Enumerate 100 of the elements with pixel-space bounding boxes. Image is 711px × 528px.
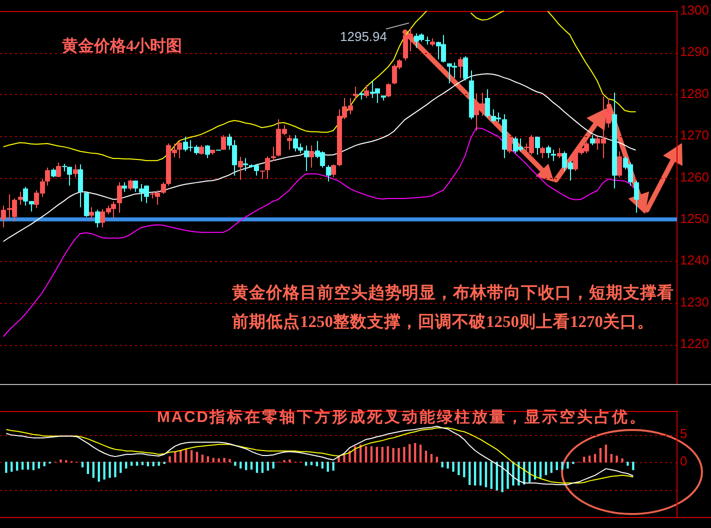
bar bbox=[512, 462, 514, 486]
annotation: MACD指标在零轴下方形成死叉动能绿柱放量，显示空头占优。 bbox=[157, 409, 647, 426]
candlestick bbox=[463, 56, 468, 81]
bar bbox=[218, 458, 220, 462]
candlestick bbox=[535, 136, 540, 156]
bar bbox=[419, 444, 422, 462]
bar bbox=[190, 450, 193, 462]
candlestick bbox=[133, 180, 138, 192]
bar bbox=[424, 450, 428, 462]
bar bbox=[474, 462, 476, 486]
bar bbox=[348, 450, 351, 462]
bar bbox=[588, 456, 591, 462]
bar bbox=[539, 462, 542, 478]
bar bbox=[98, 462, 100, 482]
candlestick bbox=[260, 170, 265, 180]
candlestick bbox=[73, 164, 78, 178]
bar bbox=[446, 462, 449, 468]
candlestick bbox=[634, 180, 639, 214]
bar bbox=[414, 442, 416, 462]
candlestick bbox=[507, 136, 512, 154]
bar bbox=[130, 462, 133, 466]
bar bbox=[146, 462, 150, 466]
bar bbox=[386, 446, 389, 462]
candlestick bbox=[485, 88, 490, 118]
annotation: 1295.94 bbox=[340, 29, 387, 45]
bar bbox=[436, 456, 438, 462]
bar bbox=[108, 462, 111, 478]
candlestick bbox=[551, 149, 556, 162]
bar bbox=[10, 462, 13, 472]
bar bbox=[223, 458, 226, 462]
bar bbox=[43, 462, 46, 466]
candlestick bbox=[18, 191, 23, 206]
bar bbox=[616, 456, 618, 462]
bar bbox=[610, 454, 612, 462]
bar bbox=[599, 448, 602, 462]
bar bbox=[550, 462, 552, 473]
y-tick-label: 1250 bbox=[680, 210, 709, 226]
annotation: 黄金价格目前空头趋势明显，布林带向下收口，短期支撑看 bbox=[232, 283, 674, 303]
bar bbox=[468, 462, 471, 486]
candlestick bbox=[95, 209, 100, 228]
y-tick-label: 1260 bbox=[680, 169, 709, 184]
bar bbox=[266, 462, 269, 471]
candlestick bbox=[353, 86, 358, 100]
bar bbox=[463, 462, 466, 478]
y-tick-label: 1270 bbox=[680, 128, 709, 143]
candlestick bbox=[309, 145, 314, 168]
bar bbox=[81, 462, 84, 468]
candlestick bbox=[265, 156, 270, 180]
candlestick bbox=[199, 144, 204, 156]
bar bbox=[212, 458, 214, 462]
bar bbox=[86, 462, 90, 474]
bar bbox=[174, 452, 176, 462]
bar bbox=[621, 458, 624, 462]
bar bbox=[196, 452, 198, 462]
bar bbox=[392, 448, 394, 462]
bar bbox=[152, 462, 154, 466]
y-tick-label: 1220 bbox=[680, 336, 709, 352]
candlestick bbox=[546, 145, 551, 159]
bar bbox=[376, 446, 378, 462]
bar bbox=[430, 454, 433, 462]
bar bbox=[506, 462, 509, 489]
bar bbox=[408, 444, 411, 462]
bar bbox=[441, 462, 444, 468]
bar bbox=[332, 462, 334, 471]
candlestick bbox=[78, 164, 83, 208]
bar bbox=[103, 462, 106, 480]
bar bbox=[566, 462, 569, 468]
bar bbox=[304, 462, 308, 466]
bar bbox=[398, 448, 400, 462]
bar bbox=[326, 462, 329, 472]
bar bbox=[60, 460, 62, 462]
bar bbox=[632, 462, 634, 470]
bar bbox=[136, 462, 138, 466]
bar bbox=[604, 444, 608, 462]
bar bbox=[141, 462, 144, 466]
candlestick bbox=[1, 205, 6, 228]
y-tick-label: 0 bbox=[680, 454, 688, 469]
bar bbox=[381, 446, 384, 462]
y-tick-label: 1240 bbox=[680, 252, 709, 268]
bar bbox=[5, 462, 8, 473]
candlestick bbox=[271, 146, 276, 162]
bar bbox=[16, 462, 18, 471]
bar bbox=[163, 462, 166, 464]
bar bbox=[158, 462, 160, 466]
candlestick bbox=[122, 182, 127, 192]
candlestick bbox=[590, 134, 595, 146]
candlestick bbox=[161, 182, 166, 194]
candlestick bbox=[205, 144, 210, 159]
bar bbox=[256, 462, 258, 473]
candlestick bbox=[458, 56, 463, 78]
bar bbox=[572, 462, 574, 464]
bar bbox=[114, 462, 116, 478]
y-tick-label: 1300 bbox=[680, 2, 709, 18]
candlestick bbox=[128, 179, 133, 191]
candlestick bbox=[89, 206, 94, 220]
bar bbox=[561, 462, 564, 470]
y-tick-label: 1280 bbox=[680, 86, 709, 101]
bar bbox=[338, 456, 340, 462]
bar bbox=[343, 454, 346, 462]
candlestick bbox=[238, 156, 243, 180]
